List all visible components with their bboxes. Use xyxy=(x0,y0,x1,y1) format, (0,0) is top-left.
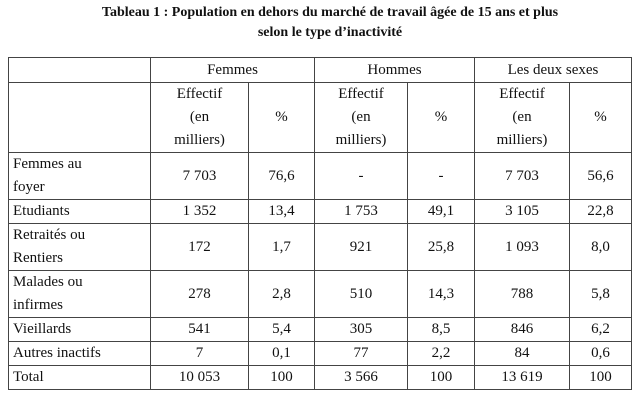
title-line-1: Tableau 1 : Population en dehors du marc… xyxy=(101,5,559,20)
table-cell: 1 093 xyxy=(474,223,570,271)
row-label: Total xyxy=(8,365,151,390)
table-cell: 14,3 xyxy=(407,270,475,318)
table-cell: 6,2 xyxy=(569,317,632,342)
table-cell: 172 xyxy=(150,223,249,271)
table-cell: 921 xyxy=(314,223,408,271)
table-cell: 1,7 xyxy=(248,223,315,271)
row-label: Malades ou infirmes xyxy=(8,270,151,318)
effectif-header: Effectif (en milliers) xyxy=(314,82,408,153)
empty-corner xyxy=(8,57,151,83)
effectif-header-line: Effectif xyxy=(176,86,223,102)
table-cell: 3 566 xyxy=(314,365,408,390)
table-cell: 1 753 xyxy=(314,199,408,224)
table-cell: 84 xyxy=(474,341,570,366)
table-cell: 8,5 xyxy=(407,317,475,342)
table-cell: 100 xyxy=(569,365,632,390)
percent-header: % xyxy=(569,82,632,153)
row-label-line: Total xyxy=(13,369,44,385)
title-line-2: selon le type d’inactivité xyxy=(257,25,403,40)
table-cell: 100 xyxy=(248,365,315,390)
effectif-header-line: milliers) xyxy=(335,132,387,148)
table-cell: 1 352 xyxy=(150,199,249,224)
group-deux-sexes: Les deux sexes xyxy=(474,57,632,83)
table-cell: 7 703 xyxy=(150,152,249,200)
table-row: Femmes au foyer 7 703 76,6- -7 703 56,6 xyxy=(8,152,632,200)
group-header-row: Femmes Hommes Les deux sexes xyxy=(8,57,632,83)
table-cell: 2,8 xyxy=(248,270,315,318)
row-label-line: Autres inactifs xyxy=(13,345,101,361)
table-cell: 22,8 xyxy=(569,199,632,224)
empty-corner xyxy=(8,82,151,153)
table-cell: 7 xyxy=(150,341,249,366)
table-cell: 2,2 xyxy=(407,341,475,366)
row-label: Retraités ou Rentiers xyxy=(8,223,151,271)
table-row: Etudiants 1 352 13,4 1 753 49,1 3 105 22,8 xyxy=(8,199,632,224)
table-cell: 7 703 xyxy=(474,152,570,200)
table-cell: 8,0 xyxy=(569,223,632,271)
effectif-header-line: milliers) xyxy=(496,132,548,148)
table-cell: 0,1 xyxy=(248,341,315,366)
table-cell: 76,6 xyxy=(248,152,315,200)
row-label-line: Etudiants xyxy=(13,203,70,219)
table-cell: - xyxy=(314,152,408,200)
table-cell: 788 xyxy=(474,270,570,318)
group-femmes: Femmes xyxy=(150,57,315,83)
table-title: Tableau 1 : Population en dehors du marc… xyxy=(0,3,640,43)
table-cell: 846 xyxy=(474,317,570,342)
group-hommes: Hommes xyxy=(314,57,475,83)
effectif-header: Effectif (en milliers) xyxy=(150,82,249,153)
effectif-header-line: Effectif xyxy=(499,86,545,102)
table-row: Malades ou infirmes 278 2,8 510 14,3 788 5,8 xyxy=(8,270,632,318)
row-label-line: Retraités ou xyxy=(13,227,86,243)
effectif-header-line: (en xyxy=(512,109,532,125)
table-cell: 56,6 xyxy=(569,152,632,200)
sub-header-row: Effectif (en milliers)% Effectif (en milliers… xyxy=(8,82,632,153)
effectif-header: Effectif (en milliers) xyxy=(474,82,570,153)
row-label-line: infirmes xyxy=(13,297,63,313)
table-cell: 10 053 xyxy=(150,365,249,390)
table-cell: 77 xyxy=(314,341,408,366)
row-label: Etudiants xyxy=(8,199,151,224)
table-row: Total 10 053 100 3 566 100 13 619 100 xyxy=(8,365,632,390)
table-cell: 305 xyxy=(314,317,408,342)
inactivity-table: Femmes Hommes Les deux sexes Effectif (en… xyxy=(8,57,632,390)
table-cell: 13 619 xyxy=(474,365,570,390)
table-cell: 5,8 xyxy=(569,270,632,318)
row-label: Autres inactifs xyxy=(8,341,151,366)
row-label-line: Malades ou xyxy=(13,274,83,290)
table-row: Vieillards 541 5,4 305 8,5 846 6,2 xyxy=(8,317,632,342)
table-cell: - xyxy=(407,152,475,200)
percent-header: % xyxy=(248,82,315,153)
table-cell: 278 xyxy=(150,270,249,318)
effectif-header-line: Effectif xyxy=(338,86,384,102)
row-label-line: Vieillards xyxy=(13,321,72,337)
table-cell: 541 xyxy=(150,317,249,342)
table-cell: 13,4 xyxy=(248,199,315,224)
row-label: Femmes au foyer xyxy=(8,152,151,200)
table-row: Autres inactifs 7 0,1 77 2,2 84 0,6 xyxy=(8,341,632,366)
table-row: Retraités ou Rentiers 172 1,7 921 25,8 1 093 8,… xyxy=(8,223,632,271)
table-cell: 100 xyxy=(407,365,475,390)
row-label-line: Femmes au xyxy=(13,156,82,172)
row-label: Vieillards xyxy=(8,317,151,342)
row-label-line: Rentiers xyxy=(13,250,63,266)
percent-header: % xyxy=(407,82,475,153)
effectif-header-line: (en xyxy=(351,109,371,125)
effectif-header-line: milliers) xyxy=(174,132,225,148)
effectif-header-line: (en xyxy=(189,109,210,125)
row-label-line: foyer xyxy=(13,179,45,195)
table-cell: 5,4 xyxy=(248,317,315,342)
table-cell: 49,1 xyxy=(407,199,475,224)
table-cell: 25,8 xyxy=(407,223,475,271)
table-cell: 510 xyxy=(314,270,408,318)
table-cell: 0,6 xyxy=(569,341,632,366)
table-cell: 3 105 xyxy=(474,199,570,224)
